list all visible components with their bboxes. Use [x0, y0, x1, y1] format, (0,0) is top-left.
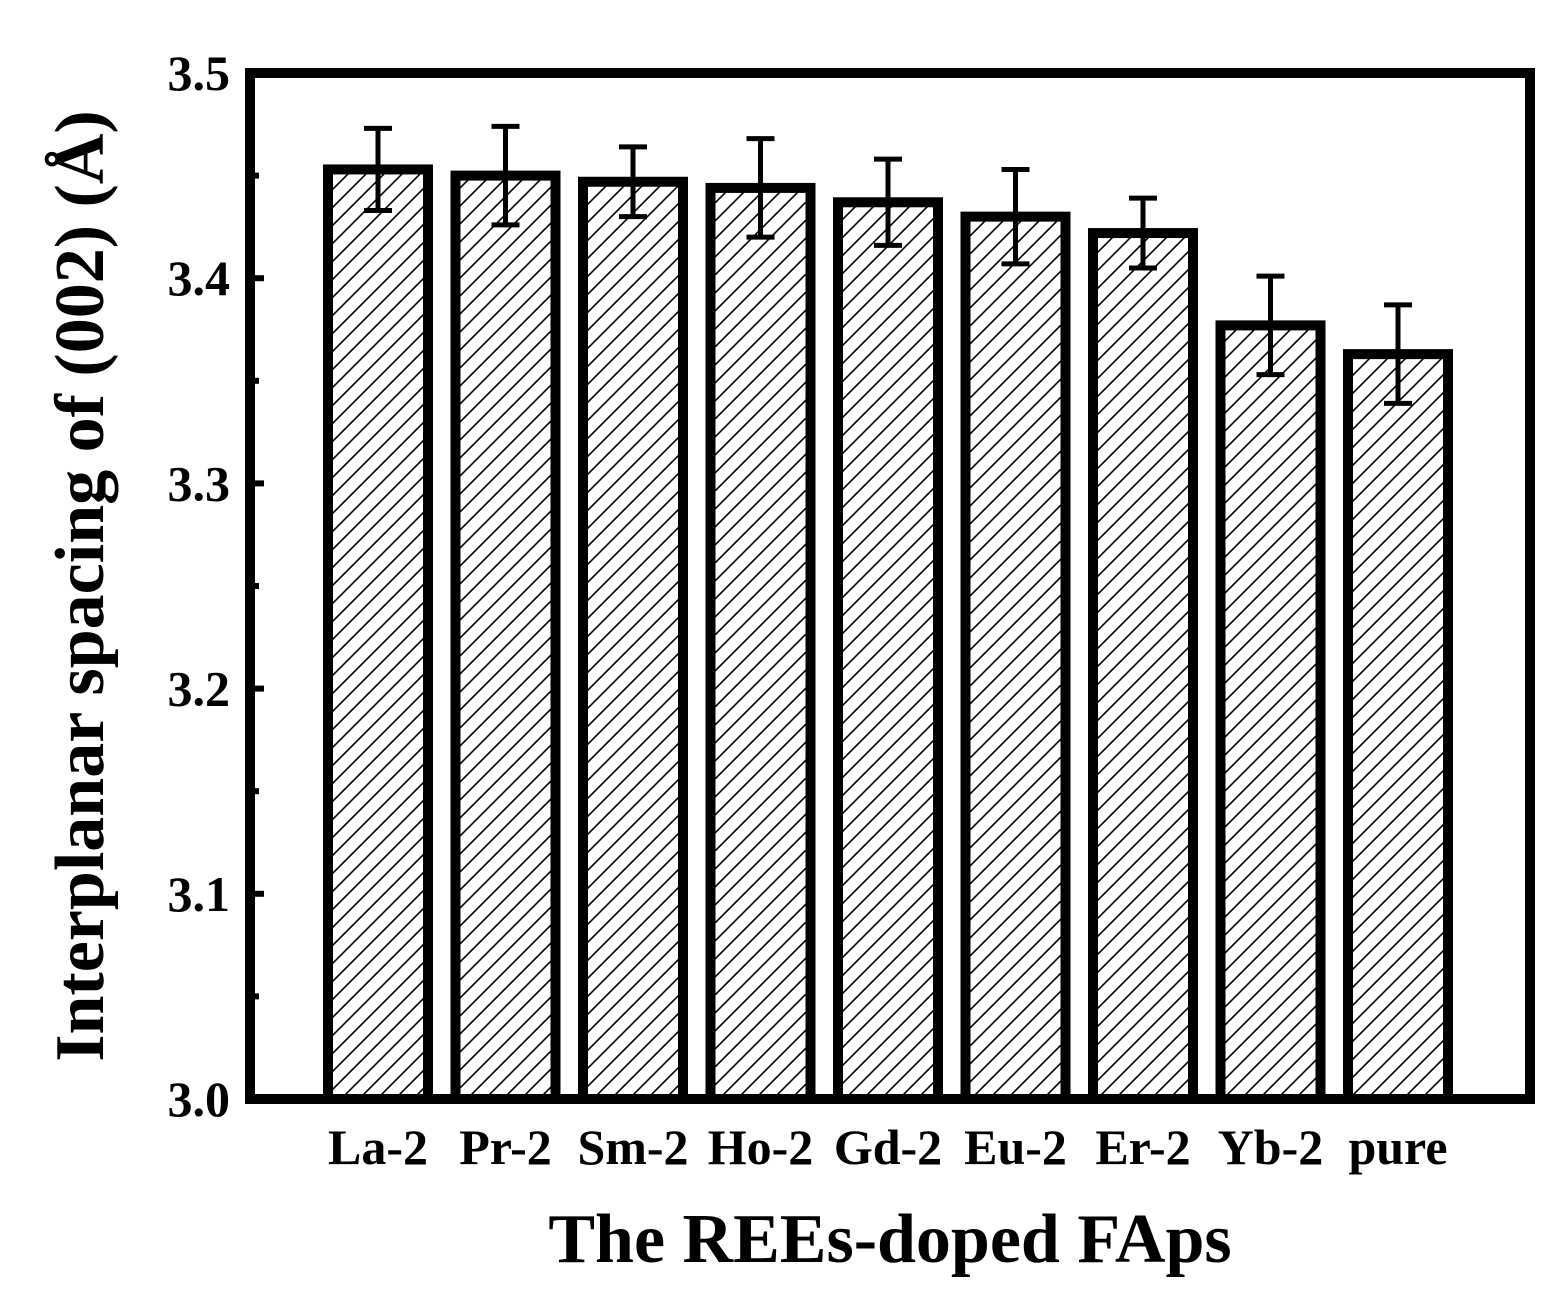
x-tick-label: Ho-2: [708, 1119, 814, 1175]
x-tick-label: La-2: [328, 1119, 428, 1175]
bars: [323, 164, 1453, 1105]
bar-Eu-2: [960, 211, 1071, 1104]
plot-frame: [245, 68, 1535, 1104]
bar-La-2: [323, 164, 433, 1105]
bar-pure: [1343, 349, 1453, 1104]
x-tick-label: Sm-2: [577, 1119, 688, 1175]
error-bar-Ho-2: [746, 136, 775, 240]
x-tick-label: pure: [1348, 1119, 1447, 1175]
x-axis-title: The REEs-doped FAps: [548, 1201, 1231, 1278]
error-bars: [364, 123, 1412, 406]
bar-Pr-2: [450, 170, 561, 1105]
y-tick-label: 3.2: [168, 661, 231, 717]
error-bar-Yb-2: [1256, 273, 1285, 378]
error-bar-Pr-2: [491, 123, 520, 228]
bar-Er-2: [1088, 228, 1198, 1104]
bar-Gd-2: [833, 197, 943, 1104]
error-bar-pure: [1384, 302, 1412, 406]
bar-Yb-2: [1215, 320, 1326, 1104]
error-bar-Er-2: [1129, 195, 1157, 271]
error-bar-La-2: [364, 125, 392, 213]
bar-Ho-2: [705, 182, 816, 1105]
x-tick-label: Gd-2: [834, 1119, 942, 1175]
x-tick-labels: La-2 Pr-2 Sm-2 Ho-2 Gd-2 Eu-2 Er-2 Yb-2 pure: [328, 1119, 1448, 1175]
x-tick-label: Pr-2: [459, 1119, 552, 1175]
error-bar-Sm-2: [619, 144, 647, 220]
error-bar-Gd-2: [874, 156, 902, 248]
x-tick-label: Eu-2: [964, 1119, 1067, 1175]
x-tick-label: Yb-2: [1218, 1119, 1324, 1175]
x-tick-label: Er-2: [1095, 1119, 1190, 1175]
bar-Sm-2: [578, 176, 688, 1105]
y-tick-label: 3.0: [168, 1071, 231, 1127]
y-tick-label: 3.1: [168, 866, 231, 922]
error-bar-Eu-2: [1001, 166, 1030, 267]
y-axis-title: Interplanar spacing of (002) (Å): [42, 110, 119, 1061]
y-tick-label: 3.5: [168, 45, 231, 101]
y-tick-label: 3.4: [168, 250, 231, 306]
y-tick-labels: 3.0 3.1 3.2 3.3 3.4 3.5: [168, 45, 231, 1127]
y-tick-label: 3.3: [168, 455, 231, 511]
